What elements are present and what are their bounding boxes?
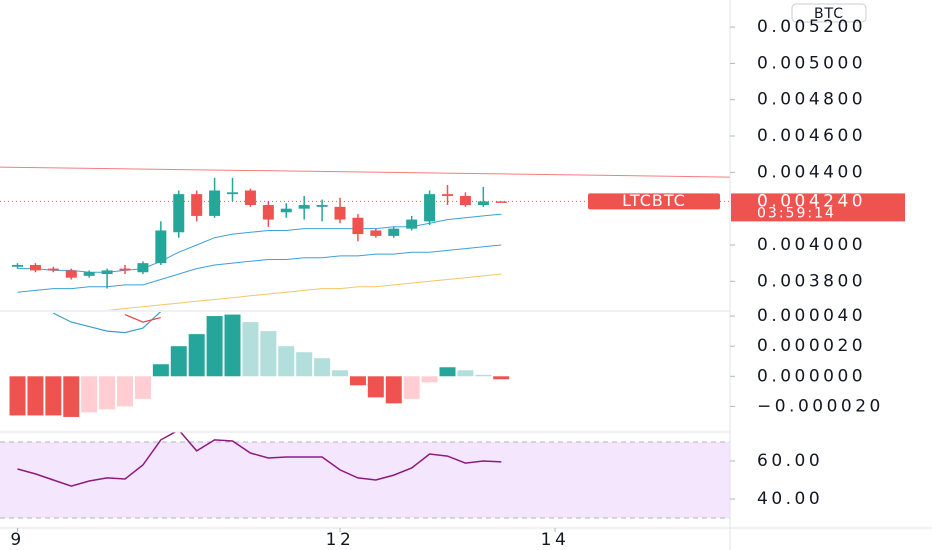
candle-body	[173, 194, 185, 233]
candle-body	[442, 194, 454, 196]
y-tick-label: −0.000020	[757, 396, 884, 416]
candle-body	[334, 206, 346, 220]
histogram-bar	[152, 364, 169, 377]
histogram-bar	[117, 376, 134, 407]
histogram-bar	[385, 376, 402, 404]
candle-body	[388, 228, 400, 236]
candle-body	[101, 270, 113, 275]
last-price-tag	[731, 193, 905, 222]
histogram-bar	[99, 376, 116, 410]
candle-body	[47, 268, 59, 271]
moving-average	[107, 273, 502, 310]
candle-body	[65, 270, 77, 278]
y-tick-label: 0.004800	[757, 90, 866, 110]
histogram-bar	[45, 376, 62, 416]
histogram-bar	[439, 367, 456, 377]
x-tick-label: 14	[541, 530, 570, 550]
histogram-bar	[278, 346, 295, 377]
candle-body	[29, 264, 41, 271]
histogram-bar	[457, 370, 474, 377]
candle-body	[137, 263, 149, 273]
histogram-bar	[421, 376, 438, 383]
currency: BTC	[814, 6, 844, 22]
y-tick-label: 0.003800	[757, 271, 866, 291]
y-tick-label: 0.000040	[757, 306, 866, 326]
symbol-tag	[588, 193, 720, 210]
y-tick-label: 0.004400	[757, 162, 866, 182]
histogram-bar	[188, 334, 205, 377]
histogram-bar	[170, 346, 187, 377]
candle-body	[316, 205, 328, 207]
histogram-bar	[296, 352, 313, 377]
macd-pane	[9, 312, 510, 417]
indicator-line	[53, 312, 162, 334]
histogram-bar	[63, 376, 80, 417]
rsi-pane	[0, 432, 730, 519]
price-pane	[0, 166, 730, 310]
y-tick-label: 60.00	[757, 451, 823, 471]
candle-body	[244, 190, 256, 206]
candle-body	[424, 194, 436, 222]
histogram-bar	[27, 376, 44, 416]
candle-body	[155, 230, 167, 264]
histogram-bar	[403, 376, 420, 399]
candle-body	[83, 272, 95, 276]
y-tick-label: 0.004000	[757, 235, 866, 255]
symbol-label: LTCBTC	[622, 191, 686, 210]
y-tick-label: 0.000020	[757, 336, 866, 356]
histogram-bar	[81, 376, 98, 413]
countdown: 03:59:14	[757, 205, 836, 221]
y-tick-label: 40.00	[757, 489, 823, 509]
histogram-bar	[314, 358, 331, 377]
y-tick-label: 0.004600	[757, 126, 866, 146]
rsi-band	[0, 441, 730, 519]
moving-average	[17, 244, 502, 293]
histogram-bar	[242, 322, 259, 377]
histogram-bar	[475, 374, 492, 377]
x-tick-label: 12	[326, 530, 355, 550]
histogram-bar	[260, 331, 277, 377]
last-price-label: 0.004240	[757, 191, 866, 211]
candle-body	[119, 268, 131, 271]
candle-body	[352, 217, 364, 235]
candle-body	[262, 205, 274, 220]
histogram-bar	[9, 376, 26, 416]
candle-body	[495, 201, 507, 203]
histogram-bar	[349, 376, 366, 386]
histogram-bar	[206, 316, 223, 377]
histogram-bar	[224, 314, 241, 377]
candle-body	[280, 208, 292, 213]
candle-body	[209, 190, 221, 216]
histogram-bar	[493, 376, 510, 380]
rsi-line	[17, 432, 502, 487]
candle-body	[227, 192, 239, 195]
candle-body	[298, 205, 310, 209]
indicator-line	[124, 314, 161, 323]
candle-body	[406, 219, 418, 229]
y-tick-label: 0.000000	[757, 366, 866, 386]
candle-body	[477, 201, 489, 206]
trendline	[0, 166, 730, 178]
currency-box[interactable]	[791, 3, 867, 23]
y-tick-label: 0.005200	[757, 17, 866, 37]
candle-body	[12, 264, 24, 267]
y-tick-label: 0.005000	[757, 53, 866, 73]
histogram-bar	[134, 376, 151, 399]
moving-average	[17, 213, 502, 273]
candle-body	[191, 194, 203, 216]
x-tick-label: 9	[10, 530, 24, 550]
histogram-bar	[332, 370, 349, 377]
candle-body	[370, 230, 382, 236]
candle-body	[459, 195, 471, 206]
histogram-bar	[367, 376, 384, 398]
